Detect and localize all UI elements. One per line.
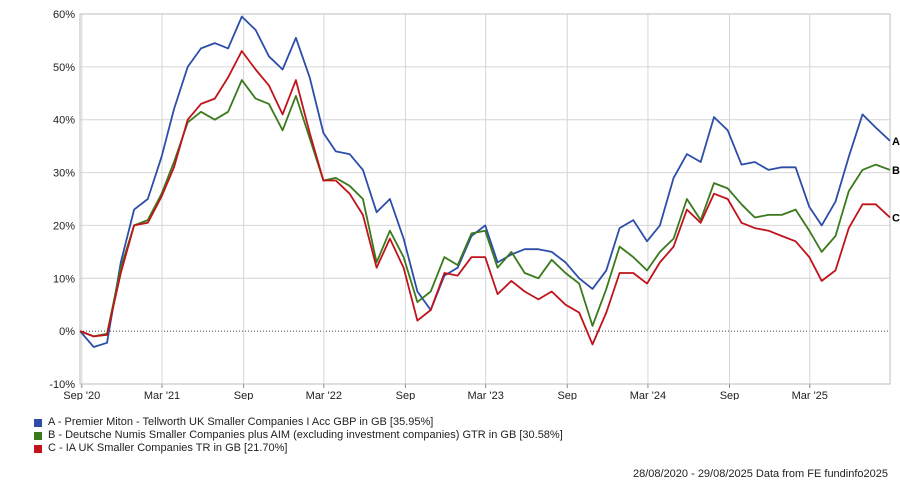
legend-label-a: A - Premier Miton - Tellworth UK Smaller… <box>48 416 434 428</box>
legend-swatch-c <box>34 444 42 453</box>
y-tick-label: 60% <box>53 9 75 21</box>
x-tick-label: Mar '23 <box>467 390 503 400</box>
x-tick-label: Mar '21 <box>144 390 180 400</box>
legend-swatch-a <box>34 418 42 427</box>
legend-label-c: C - IA UK Smaller Companies TR in GB [21… <box>48 442 288 454</box>
y-tick-label: 30% <box>53 168 75 180</box>
x-tick-label: Mar '25 <box>792 390 828 400</box>
chart-legend: A - Premier Miton - Tellworth UK Smaller… <box>34 416 563 455</box>
y-tick-label: 20% <box>53 220 75 232</box>
x-tick-label: Sep <box>396 390 416 400</box>
data-source-footer: 28/08/2020 - 29/08/2025 Data from FE fun… <box>632 468 888 480</box>
plot-frame <box>79 13 891 385</box>
x-tick-label: Sep <box>234 390 254 400</box>
legend-item-a: A - Premier Miton - Tellworth UK Smaller… <box>34 416 563 429</box>
legend-item-b: B - Deutsche Numis Smaller Companies plu… <box>34 429 563 442</box>
chart-svg: -10% 0% 10% 20% 30% 40% 50% 60% Sep '20 Mar '21 Se… <box>49 9 900 402</box>
x-tick-label: Sep <box>720 390 740 400</box>
legend-item-c: C - IA UK Smaller Companies TR in GB [21… <box>34 442 563 455</box>
series-end-label-c: C <box>892 213 900 225</box>
x-tick-label: Sep <box>557 390 577 400</box>
series-end-label-b: B <box>892 165 900 177</box>
series-line-a <box>79 15 891 348</box>
series-line-b <box>79 79 891 338</box>
y-tick-label: -10% <box>49 379 75 391</box>
legend-swatch-b <box>34 431 42 440</box>
performance-chart: -10% 0% 10% 20% 30% 40% 50% 60% Sep '20 Mar '21 Se… <box>49 9 900 402</box>
y-tick-label: 0% <box>59 326 75 338</box>
y-tick-label: 40% <box>53 115 75 127</box>
legend-label-b: B - Deutsche Numis Smaller Companies plu… <box>48 429 563 441</box>
x-tick-label: Mar '22 <box>306 390 342 400</box>
series-end-label-a: A <box>892 136 900 148</box>
x-tick-label: Mar '24 <box>630 390 666 400</box>
y-tick-label: 50% <box>53 62 75 74</box>
y-tick-label: 10% <box>53 273 75 285</box>
x-tick-label: Sep '20 <box>63 390 100 400</box>
series-line-c <box>79 50 891 346</box>
